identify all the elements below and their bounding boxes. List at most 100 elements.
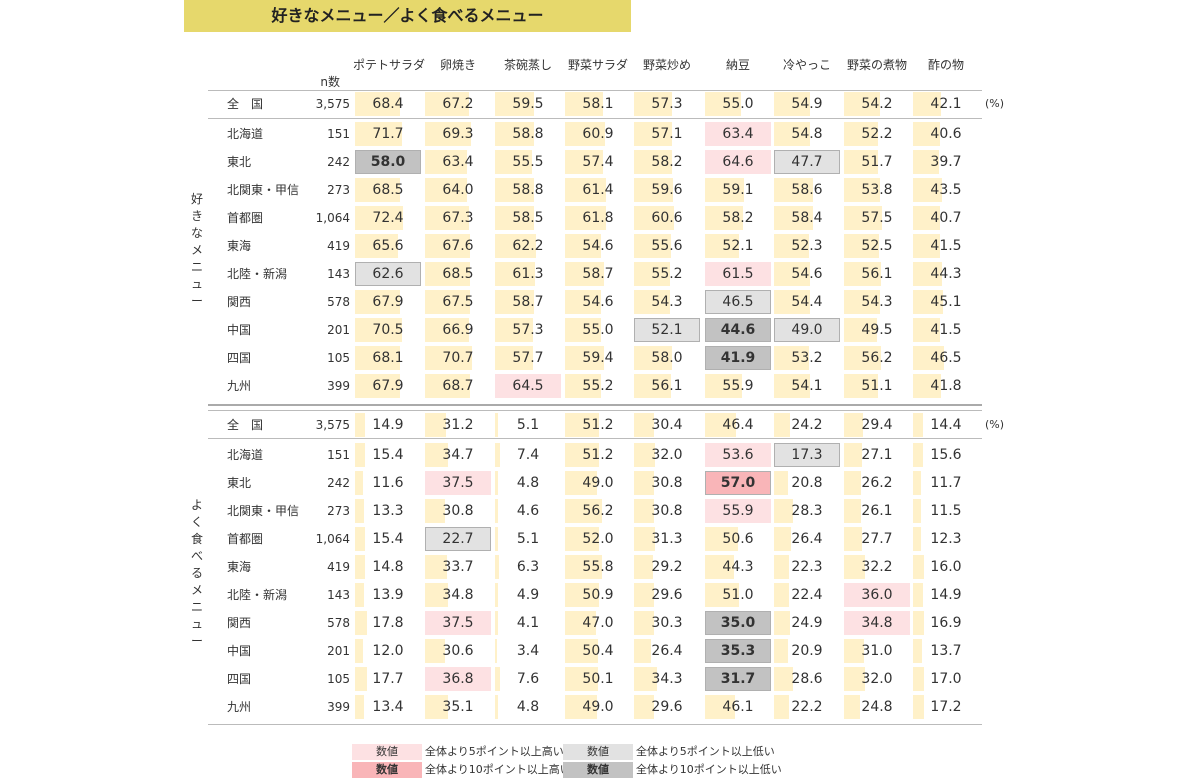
value-bar bbox=[425, 555, 448, 579]
value-bar bbox=[565, 611, 597, 635]
value-text: 58.0 bbox=[370, 154, 406, 170]
legend-swatch: 数値 bbox=[563, 762, 633, 778]
value-bar bbox=[425, 234, 470, 258]
value-cell: 4.8 bbox=[495, 471, 561, 495]
value-text: 54.6 bbox=[791, 266, 823, 282]
value-text: 4.8 bbox=[516, 475, 540, 491]
value-text: 26.1 bbox=[861, 503, 893, 519]
n-value: 273 bbox=[327, 183, 350, 197]
value-text: 31.0 bbox=[861, 643, 893, 659]
value-text: 43.5 bbox=[930, 182, 962, 198]
value-bar bbox=[355, 290, 400, 314]
value-cell: 55.0 bbox=[565, 318, 631, 342]
value-bar bbox=[774, 611, 791, 635]
value-text: 46.5 bbox=[722, 294, 754, 310]
column-header: 酢の物 bbox=[927, 58, 964, 72]
value-bar bbox=[913, 639, 923, 663]
value-bar bbox=[565, 499, 603, 523]
value-cell: 59.1 bbox=[705, 178, 771, 202]
value-text: 58.8 bbox=[512, 182, 544, 198]
value-text: 52.2 bbox=[861, 126, 893, 142]
value-text: 15.4 bbox=[372, 531, 404, 547]
value-text: 52.5 bbox=[861, 238, 893, 254]
value-bar bbox=[705, 555, 735, 579]
value-text: 40.6 bbox=[930, 126, 962, 142]
value-text: 46.4 bbox=[722, 417, 754, 433]
value-bar bbox=[774, 92, 811, 116]
value-text: 54.2 bbox=[861, 96, 893, 112]
value-cell: 36.0 bbox=[844, 583, 910, 607]
value-cell: 22.7 bbox=[425, 527, 491, 551]
value-text: 63.4 bbox=[722, 126, 754, 142]
value-cell: 58.6 bbox=[774, 178, 840, 202]
value-text: 50.9 bbox=[582, 587, 614, 603]
value-cell: 7.6 bbox=[495, 667, 561, 691]
value-cell: 52.0 bbox=[565, 527, 631, 551]
value-cell: 67.6 bbox=[425, 234, 491, 258]
value-cell: 27.7 bbox=[844, 527, 910, 551]
value-text: 4.8 bbox=[516, 699, 540, 715]
value-text: 28.6 bbox=[791, 671, 823, 687]
value-cell: 34.8 bbox=[844, 611, 910, 635]
value-bar bbox=[425, 443, 448, 467]
value-text: 27.1 bbox=[861, 447, 893, 463]
value-cell: 64.0 bbox=[425, 178, 491, 202]
value-cell: 20.9 bbox=[774, 639, 840, 663]
value-cell: 31.3 bbox=[634, 527, 700, 551]
value-cell: 63.4 bbox=[705, 122, 771, 146]
value-text: 4.1 bbox=[516, 615, 540, 631]
value-cell: 50.1 bbox=[565, 667, 631, 691]
value-cell: 14.8 bbox=[355, 555, 421, 579]
section-label-char: く bbox=[190, 515, 203, 529]
value-bar bbox=[425, 499, 446, 523]
value-cell: 29.6 bbox=[634, 583, 700, 607]
value-cell: 72.4 bbox=[355, 206, 421, 230]
value-cell: 3.4 bbox=[495, 639, 561, 663]
value-bar bbox=[565, 374, 602, 398]
value-bar bbox=[425, 639, 446, 663]
value-cell: 70.5 bbox=[355, 318, 421, 342]
value-text: 20.9 bbox=[791, 643, 823, 659]
value-text: 29.6 bbox=[651, 699, 683, 715]
value-bar bbox=[565, 346, 605, 370]
value-cell: 31.2 bbox=[425, 413, 491, 437]
value-cell: 30.4 bbox=[634, 413, 700, 437]
value-cell: 15.4 bbox=[355, 527, 421, 551]
value-bar bbox=[634, 122, 672, 146]
section-label-char: べ bbox=[190, 549, 203, 563]
value-text: 71.7 bbox=[372, 126, 404, 142]
value-bar bbox=[634, 178, 674, 202]
value-cell: 60.6 bbox=[634, 206, 700, 230]
n-value: 143 bbox=[327, 588, 350, 602]
value-cell: 59.5 bbox=[495, 92, 561, 116]
value-cell: 34.3 bbox=[634, 667, 700, 691]
value-cell: 30.8 bbox=[634, 499, 700, 523]
value-cell: 56.1 bbox=[634, 374, 700, 398]
value-bar bbox=[844, 695, 861, 719]
value-bar bbox=[774, 471, 788, 495]
value-text: 72.4 bbox=[372, 210, 404, 226]
value-text: 26.4 bbox=[791, 531, 823, 547]
value-text: 30.3 bbox=[651, 615, 683, 631]
value-text: 52.1 bbox=[722, 238, 754, 254]
value-text: 46.5 bbox=[930, 350, 962, 366]
value-text: 59.6 bbox=[651, 182, 683, 198]
legend-swatch: 数値 bbox=[352, 762, 422, 778]
row-label: 中国 bbox=[227, 644, 252, 658]
value-bar bbox=[913, 611, 925, 635]
value-bar bbox=[844, 667, 866, 691]
value-cell: 17.2 bbox=[913, 695, 979, 719]
value-bar bbox=[495, 92, 535, 116]
section-label-char: な bbox=[190, 226, 203, 240]
value-cell: 52.1 bbox=[705, 234, 771, 258]
value-cell: 13.9 bbox=[355, 583, 421, 607]
value-bar bbox=[425, 346, 472, 370]
value-cell: 71.7 bbox=[355, 122, 421, 146]
value-cell: 41.5 bbox=[913, 318, 979, 342]
value-cell: 58.2 bbox=[705, 206, 771, 230]
value-bar bbox=[844, 413, 864, 437]
value-bar bbox=[565, 527, 600, 551]
value-cell: 37.5 bbox=[425, 471, 491, 495]
value-text: 11.5 bbox=[930, 503, 962, 519]
value-cell: 67.9 bbox=[355, 290, 421, 314]
